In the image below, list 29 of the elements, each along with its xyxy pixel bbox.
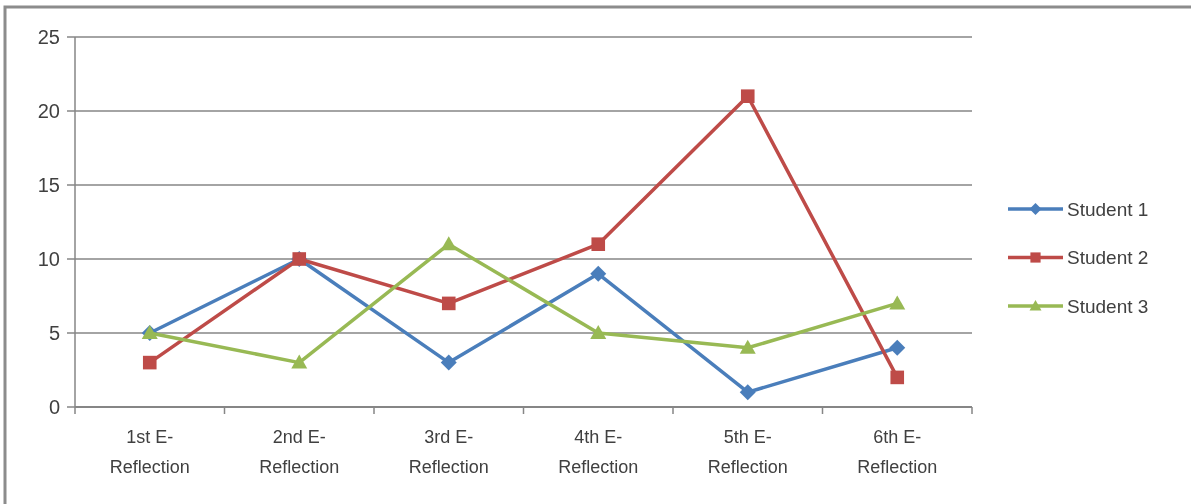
x-tick-label: 5th E-Reflection [707,427,788,477]
y-tick-label: 10 [37,248,60,270]
point [142,355,157,370]
legend-label: Student 1 [1067,198,1149,220]
legend-label: Student 3 [1067,295,1149,317]
point [590,265,607,282]
point [591,237,606,251]
point [590,325,607,339]
point [889,339,906,356]
y-tick-label: 5 [48,322,60,344]
point [890,370,905,385]
point [440,236,457,251]
point [889,295,906,310]
y-tick-label: 20 [37,100,60,122]
legend-label: Student 2 [1067,247,1149,269]
x-tick-label: 3rd E-Reflection [408,427,489,477]
y-tick-label: 0 [48,396,60,418]
point [739,384,756,401]
point [740,89,755,103]
point [739,339,756,354]
x-tick-label: 4th E-Reflection [558,427,639,477]
x-tick-label: 6th E-Reflection [857,427,938,477]
y-tick-label: 15 [37,174,60,196]
point [440,354,457,371]
x-tick-label: 2nd E-Reflection [259,427,340,477]
point [291,354,308,369]
point [441,296,456,311]
y-tick-label: 25 [37,26,60,48]
x-tick-label: 1st E-Reflection [109,427,190,477]
